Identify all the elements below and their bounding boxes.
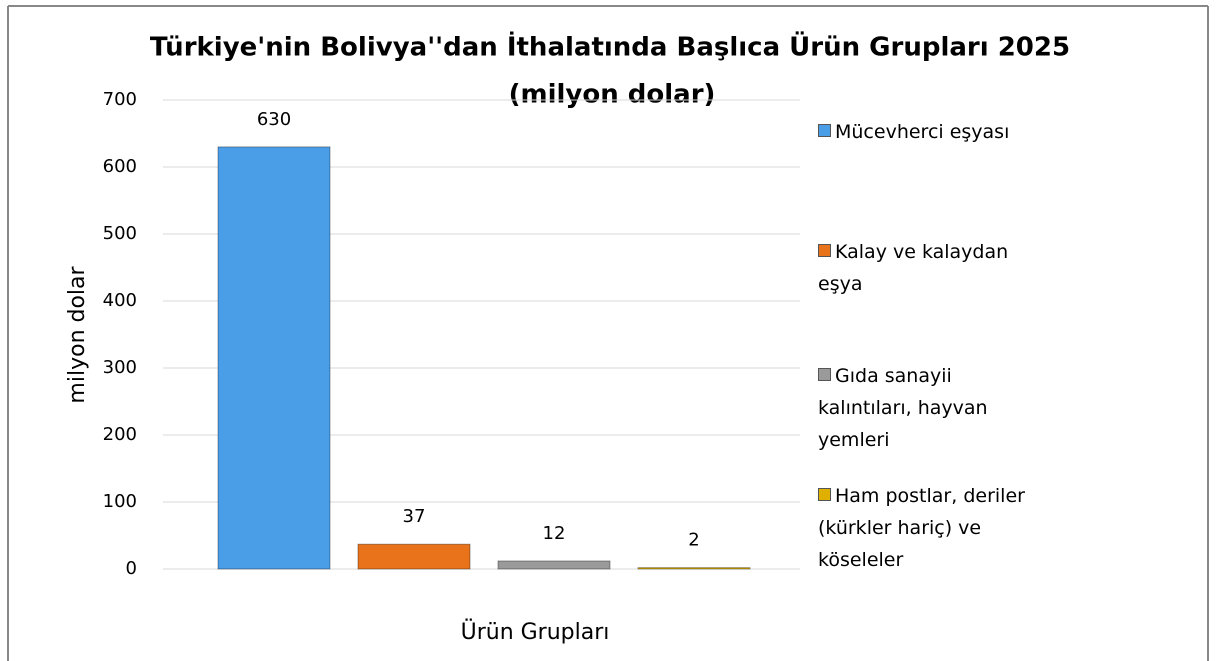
data-label: 12 bbox=[543, 523, 566, 544]
legend-swatch bbox=[818, 488, 831, 501]
data-label: 37 bbox=[403, 506, 426, 527]
legend-swatch bbox=[818, 244, 831, 257]
bar bbox=[357, 543, 471, 570]
legend-label: Gıda sanayii kalıntıları, hayvan yemleri bbox=[818, 365, 988, 451]
chart-subtitle: (milyon dolar) bbox=[509, 80, 716, 110]
y-tick-label: 700 bbox=[103, 89, 137, 110]
bar bbox=[497, 560, 611, 570]
y-tick-label: 300 bbox=[103, 357, 137, 378]
legend-label: Mücevherci eşyası bbox=[835, 121, 1010, 143]
y-tick-label: 200 bbox=[103, 424, 137, 445]
legend-entry: Mücevherci eşyası bbox=[818, 116, 1033, 148]
legend-swatch bbox=[818, 368, 831, 381]
y-tick-label: 100 bbox=[103, 491, 137, 512]
data-label: 2 bbox=[688, 530, 699, 551]
legend-label: Ham postlar, deriler (kürkler hariç) ve … bbox=[818, 485, 1025, 571]
y-tick-label: 500 bbox=[103, 223, 137, 244]
bar bbox=[637, 567, 751, 570]
y-tick-label: 0 bbox=[126, 558, 137, 579]
y-tick-label: 400 bbox=[103, 290, 137, 311]
legend-swatch bbox=[818, 124, 831, 137]
y-tick-label: 600 bbox=[103, 156, 137, 177]
legend-label: Kalay ve kalaydan eşya bbox=[818, 241, 1009, 295]
y-axis-label: milyon dolar bbox=[65, 265, 90, 403]
data-label: 630 bbox=[257, 109, 291, 130]
x-axis-label: Ürün Grupları bbox=[461, 619, 610, 645]
chart-title: Türkiye'nin Bolivya''dan İthalatında Baş… bbox=[150, 30, 1070, 63]
legend-entry: Kalay ve kalaydan eşya bbox=[818, 236, 1033, 300]
legend-entry: Gıda sanayii kalıntıları, hayvan yemleri bbox=[818, 360, 1033, 456]
legend-entry: Ham postlar, deriler (kürkler hariç) ve … bbox=[818, 480, 1033, 576]
bar bbox=[217, 146, 331, 570]
